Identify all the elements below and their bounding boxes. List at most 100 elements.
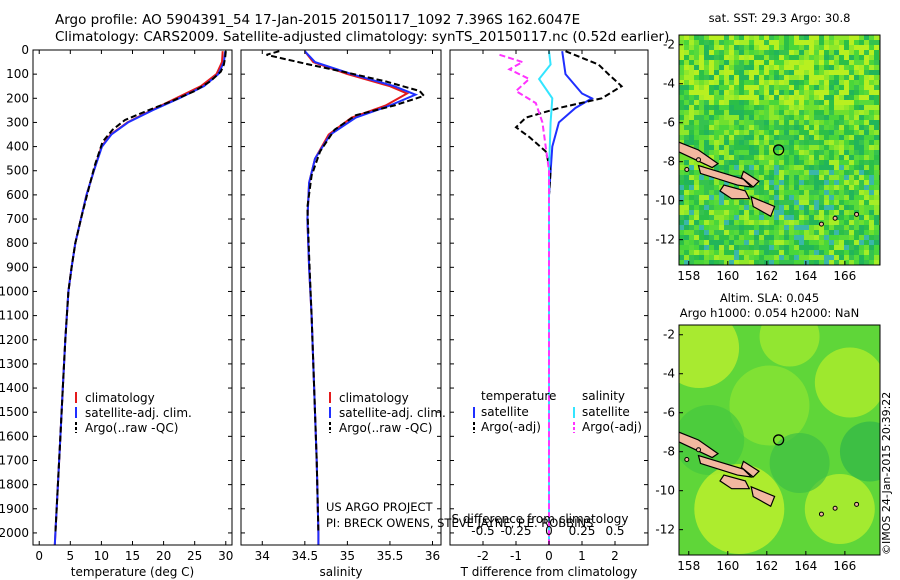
sst-cell [734, 100, 739, 105]
sst-cell [734, 90, 739, 95]
sst-cell [854, 55, 859, 60]
sst-cell [774, 70, 779, 75]
sst-cell [829, 200, 834, 205]
sla-blob [839, 421, 880, 482]
sst-cell [704, 120, 709, 125]
sst-cell [709, 135, 714, 140]
sst-cell [834, 90, 839, 95]
sst-cell [859, 80, 864, 85]
sst-cell [734, 75, 739, 80]
series-line-satellite [53, 51, 227, 546]
sst-cell [764, 235, 769, 240]
sst-cell [819, 230, 824, 235]
sst-cell [864, 110, 869, 115]
sst-cell [824, 255, 829, 260]
sst-cell [764, 250, 769, 255]
sst-cell [734, 80, 739, 85]
islet-shape [818, 221, 824, 227]
sst-cell [729, 160, 734, 165]
sst-cell [699, 95, 704, 100]
sst-cell [824, 220, 829, 225]
sst-cell [744, 60, 749, 65]
sst-cell [679, 100, 684, 105]
sst-cell [694, 100, 699, 105]
sst-cell [729, 135, 734, 140]
sst-cell [844, 45, 849, 50]
sst-cell [769, 105, 774, 110]
sst-cell [854, 120, 859, 125]
sst-cell [809, 65, 814, 70]
sst-cell [689, 95, 694, 100]
sst-cell [794, 40, 799, 45]
sst-cell [784, 35, 789, 40]
sst-cell [794, 170, 799, 175]
sst-cell [739, 125, 744, 130]
sst-cell [829, 50, 834, 55]
sst-cell [724, 155, 729, 160]
sst-cell [754, 80, 759, 85]
secondary-x-tick-label: -0.25 [500, 524, 531, 538]
sst-cell [689, 100, 694, 105]
sst-cell [719, 205, 724, 210]
sst-cell [854, 200, 859, 205]
sst-cell [754, 100, 759, 105]
sst-cell [759, 105, 764, 110]
sst-cell [814, 135, 819, 140]
sst-cell [864, 50, 869, 55]
sst-cell [869, 160, 874, 165]
sst-cell [819, 80, 824, 85]
sst-cell [799, 180, 804, 185]
sst-cell [749, 80, 754, 85]
sst-cell [859, 215, 864, 220]
sst-cell [694, 260, 699, 265]
island-shape [697, 454, 753, 478]
sst-cell [764, 60, 769, 65]
sst-cell [809, 225, 814, 230]
sst-cell [859, 35, 864, 40]
sst-cell [844, 65, 849, 70]
sst-cell [749, 105, 754, 110]
sst-cell [739, 240, 744, 245]
sst-cell [844, 180, 849, 185]
sst-cell [729, 220, 734, 225]
sst-cell [734, 110, 739, 115]
y-tick-label: 600 [6, 188, 29, 202]
sst-cell [859, 175, 864, 180]
sst-cell [769, 155, 774, 160]
sst-cell [764, 100, 769, 105]
sst-cell [814, 210, 819, 215]
sst-cell [794, 240, 799, 245]
sst-cell [809, 140, 814, 145]
series-line-satellite [304, 50, 419, 545]
sst-cell [704, 145, 709, 150]
x-tick-label: 34.5 [291, 549, 318, 563]
sst-cell [774, 145, 779, 150]
sst-cell [839, 135, 844, 140]
sst-cell [794, 155, 799, 160]
sst-cell [694, 55, 699, 60]
sst-cell [714, 125, 719, 130]
sst-cell [774, 180, 779, 185]
sst-cell [684, 245, 689, 250]
y-tick-label: 800 [6, 236, 29, 250]
sst-cell [809, 80, 814, 85]
sst-cell [714, 115, 719, 120]
sst-cell [779, 235, 784, 240]
sst-cell [684, 235, 689, 240]
sst-cell [734, 35, 739, 40]
sst-cell [779, 75, 784, 80]
sst-cell [704, 175, 709, 180]
sst-cell [864, 235, 869, 240]
sst-cell [699, 185, 704, 190]
sst-cell [809, 190, 814, 195]
sst-cell [779, 150, 784, 155]
sst-cell [684, 80, 689, 85]
sst-cell [839, 220, 844, 225]
sst-cell [874, 100, 879, 105]
sst-cell [754, 215, 759, 220]
sst-cell [719, 220, 724, 225]
sst-cell [754, 145, 759, 150]
sst-cell [844, 165, 849, 170]
sst-cell [714, 210, 719, 215]
legend-label: Argo(-adj) [481, 420, 541, 434]
